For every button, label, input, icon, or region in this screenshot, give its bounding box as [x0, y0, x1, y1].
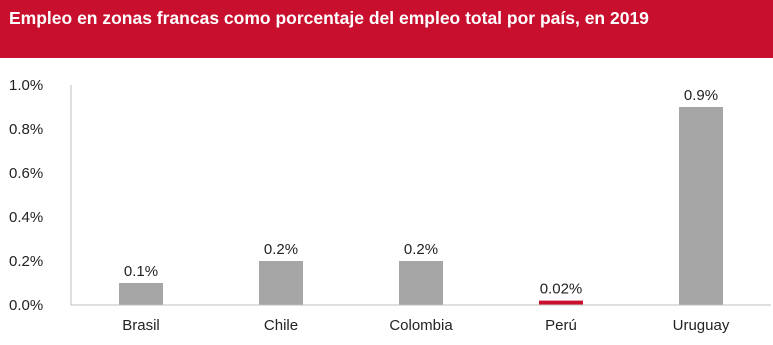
y-tick-label: 0.4% [9, 209, 43, 226]
y-tick-label: 0.6% [9, 165, 43, 182]
bar [259, 261, 303, 305]
y-tick-label: 0.0% [9, 297, 43, 314]
bar [399, 261, 443, 305]
bar [679, 107, 723, 305]
data-label: 0.1% [124, 263, 158, 280]
x-tick-label: Chile [264, 317, 298, 334]
x-axis: Brasil Chile Colombia Perú Uruguay [71, 304, 771, 334]
data-label: 0.9% [684, 87, 718, 104]
x-tick-label: Colombia [389, 317, 453, 334]
x-tick-label: Perú [545, 317, 577, 334]
x-tick-label: Brasil [122, 317, 160, 334]
y-tick-label: 0.8% [9, 121, 43, 138]
data-label: 0.02% [540, 281, 583, 298]
x-tick-label: Uruguay [673, 317, 730, 334]
title-bar: Empleo en zonas francas como porcentaje … [0, 0, 773, 58]
data-label: 0.2% [404, 241, 438, 258]
data-label: 0.2% [264, 241, 298, 258]
bar [539, 300, 583, 305]
bar [119, 283, 163, 305]
chart-title: Empleo en zonas francas como porcentaje … [9, 8, 649, 28]
bars: 0.1% 0.2% 0.2% 0.02% 0.9% [119, 87, 723, 305]
y-tick-label: 0.2% [9, 253, 43, 270]
y-tick-label: 1.0% [9, 77, 43, 94]
y-axis: 0.0% 0.2% 0.4% 0.6% 0.8% 1.0% [9, 77, 72, 314]
